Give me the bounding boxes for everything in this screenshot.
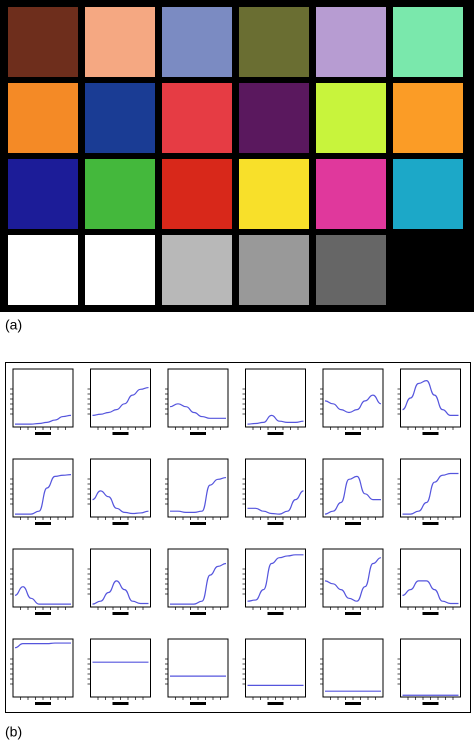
color-patch	[239, 159, 309, 229]
axis-label-bar	[35, 612, 51, 615]
axis-label-bar	[112, 432, 129, 435]
plot-frame	[245, 548, 306, 608]
axis-label-bar	[35, 432, 51, 435]
reflectance-curve	[247, 414, 304, 425]
axis-label-bar	[345, 522, 361, 525]
panel-frame	[5, 362, 471, 713]
plot-frame	[322, 368, 384, 428]
plot-frame	[90, 548, 151, 608]
reflectance-curve	[402, 379, 459, 416]
reflectance-curve	[15, 414, 72, 425]
plot-frame	[12, 548, 74, 608]
color-patch	[8, 235, 78, 305]
plot-frame	[322, 638, 384, 698]
axis-label-bar	[190, 612, 206, 615]
axis-label-bar	[345, 702, 361, 705]
color-patch	[239, 235, 309, 305]
plot-frame	[167, 638, 229, 698]
plot-frame	[12, 638, 74, 698]
plot-frame	[400, 638, 461, 698]
axis-label-bar	[345, 612, 361, 615]
reflectance-curve	[92, 490, 149, 515]
axis-label-bar	[190, 522, 206, 525]
reflectance-curve	[247, 554, 304, 602]
reflectance-curve	[402, 472, 459, 515]
axis-label-bar	[422, 612, 439, 615]
reflectance-curve	[14, 642, 71, 649]
plot-frame	[400, 458, 461, 518]
reflectance-curve	[92, 386, 149, 416]
plot-frame	[322, 458, 384, 518]
axis-label-bar	[422, 702, 439, 705]
color-patch	[162, 235, 232, 305]
color-patch	[239, 7, 309, 77]
color-patch	[393, 159, 463, 229]
reflectance-curve	[170, 476, 227, 513]
color-patch	[8, 7, 78, 77]
reflectance-curve	[92, 580, 149, 605]
axis-label-bar	[267, 432, 284, 435]
color-patch	[8, 159, 78, 229]
axis-label-bar	[345, 432, 361, 435]
axis-label-bar	[190, 702, 206, 705]
plot-frame	[90, 458, 151, 518]
panel-label: (a)	[5, 317, 22, 333]
color-patch	[162, 7, 232, 77]
color-patch	[85, 159, 155, 229]
color-patch	[393, 83, 463, 153]
plot-frame	[90, 368, 151, 428]
color-patch	[162, 83, 232, 153]
axis-label-bar	[35, 522, 51, 525]
color-patch	[8, 83, 78, 153]
color-patch	[316, 7, 386, 77]
axis-label-bar	[112, 612, 129, 615]
axis-label-bar	[112, 702, 129, 705]
color-patch	[316, 235, 386, 305]
color-patch	[239, 83, 309, 153]
axis-label-bar	[112, 522, 129, 525]
plot-frame	[12, 458, 74, 518]
plot-frame	[167, 458, 229, 518]
color-patch	[85, 83, 155, 153]
axis-label-bar	[190, 432, 206, 435]
axis-label-bar	[422, 522, 439, 525]
color-patch	[393, 235, 463, 305]
plot-frame	[167, 548, 229, 608]
axis-label-bar	[35, 702, 51, 705]
color-patch	[85, 7, 155, 77]
reflectance-curve	[169, 403, 226, 419]
axis-label-bar	[267, 612, 284, 615]
reflectance-curve	[14, 474, 72, 515]
axis-label-bar	[422, 432, 439, 435]
reflectance-curve	[247, 490, 304, 515]
reflectance-curve	[14, 586, 71, 605]
plot-frame	[245, 638, 306, 698]
panel-label: (b)	[5, 724, 22, 740]
plot-frame	[322, 548, 384, 608]
color-patch	[393, 7, 463, 77]
color-patch	[316, 83, 386, 153]
plot-frame	[12, 368, 74, 428]
plot-frame	[400, 548, 461, 608]
reflectance-curve	[169, 562, 227, 605]
axis-label-bar	[267, 702, 284, 705]
axis-label-bar	[267, 522, 284, 525]
reflectance-curve	[402, 580, 459, 605]
color-patch	[162, 159, 232, 229]
color-patch	[85, 235, 155, 305]
plot-frame	[90, 638, 151, 698]
reflectance-curve	[324, 557, 382, 602]
color-patch	[316, 159, 386, 229]
reflectance-curve	[324, 394, 382, 414]
reflectance-curve	[324, 475, 382, 515]
